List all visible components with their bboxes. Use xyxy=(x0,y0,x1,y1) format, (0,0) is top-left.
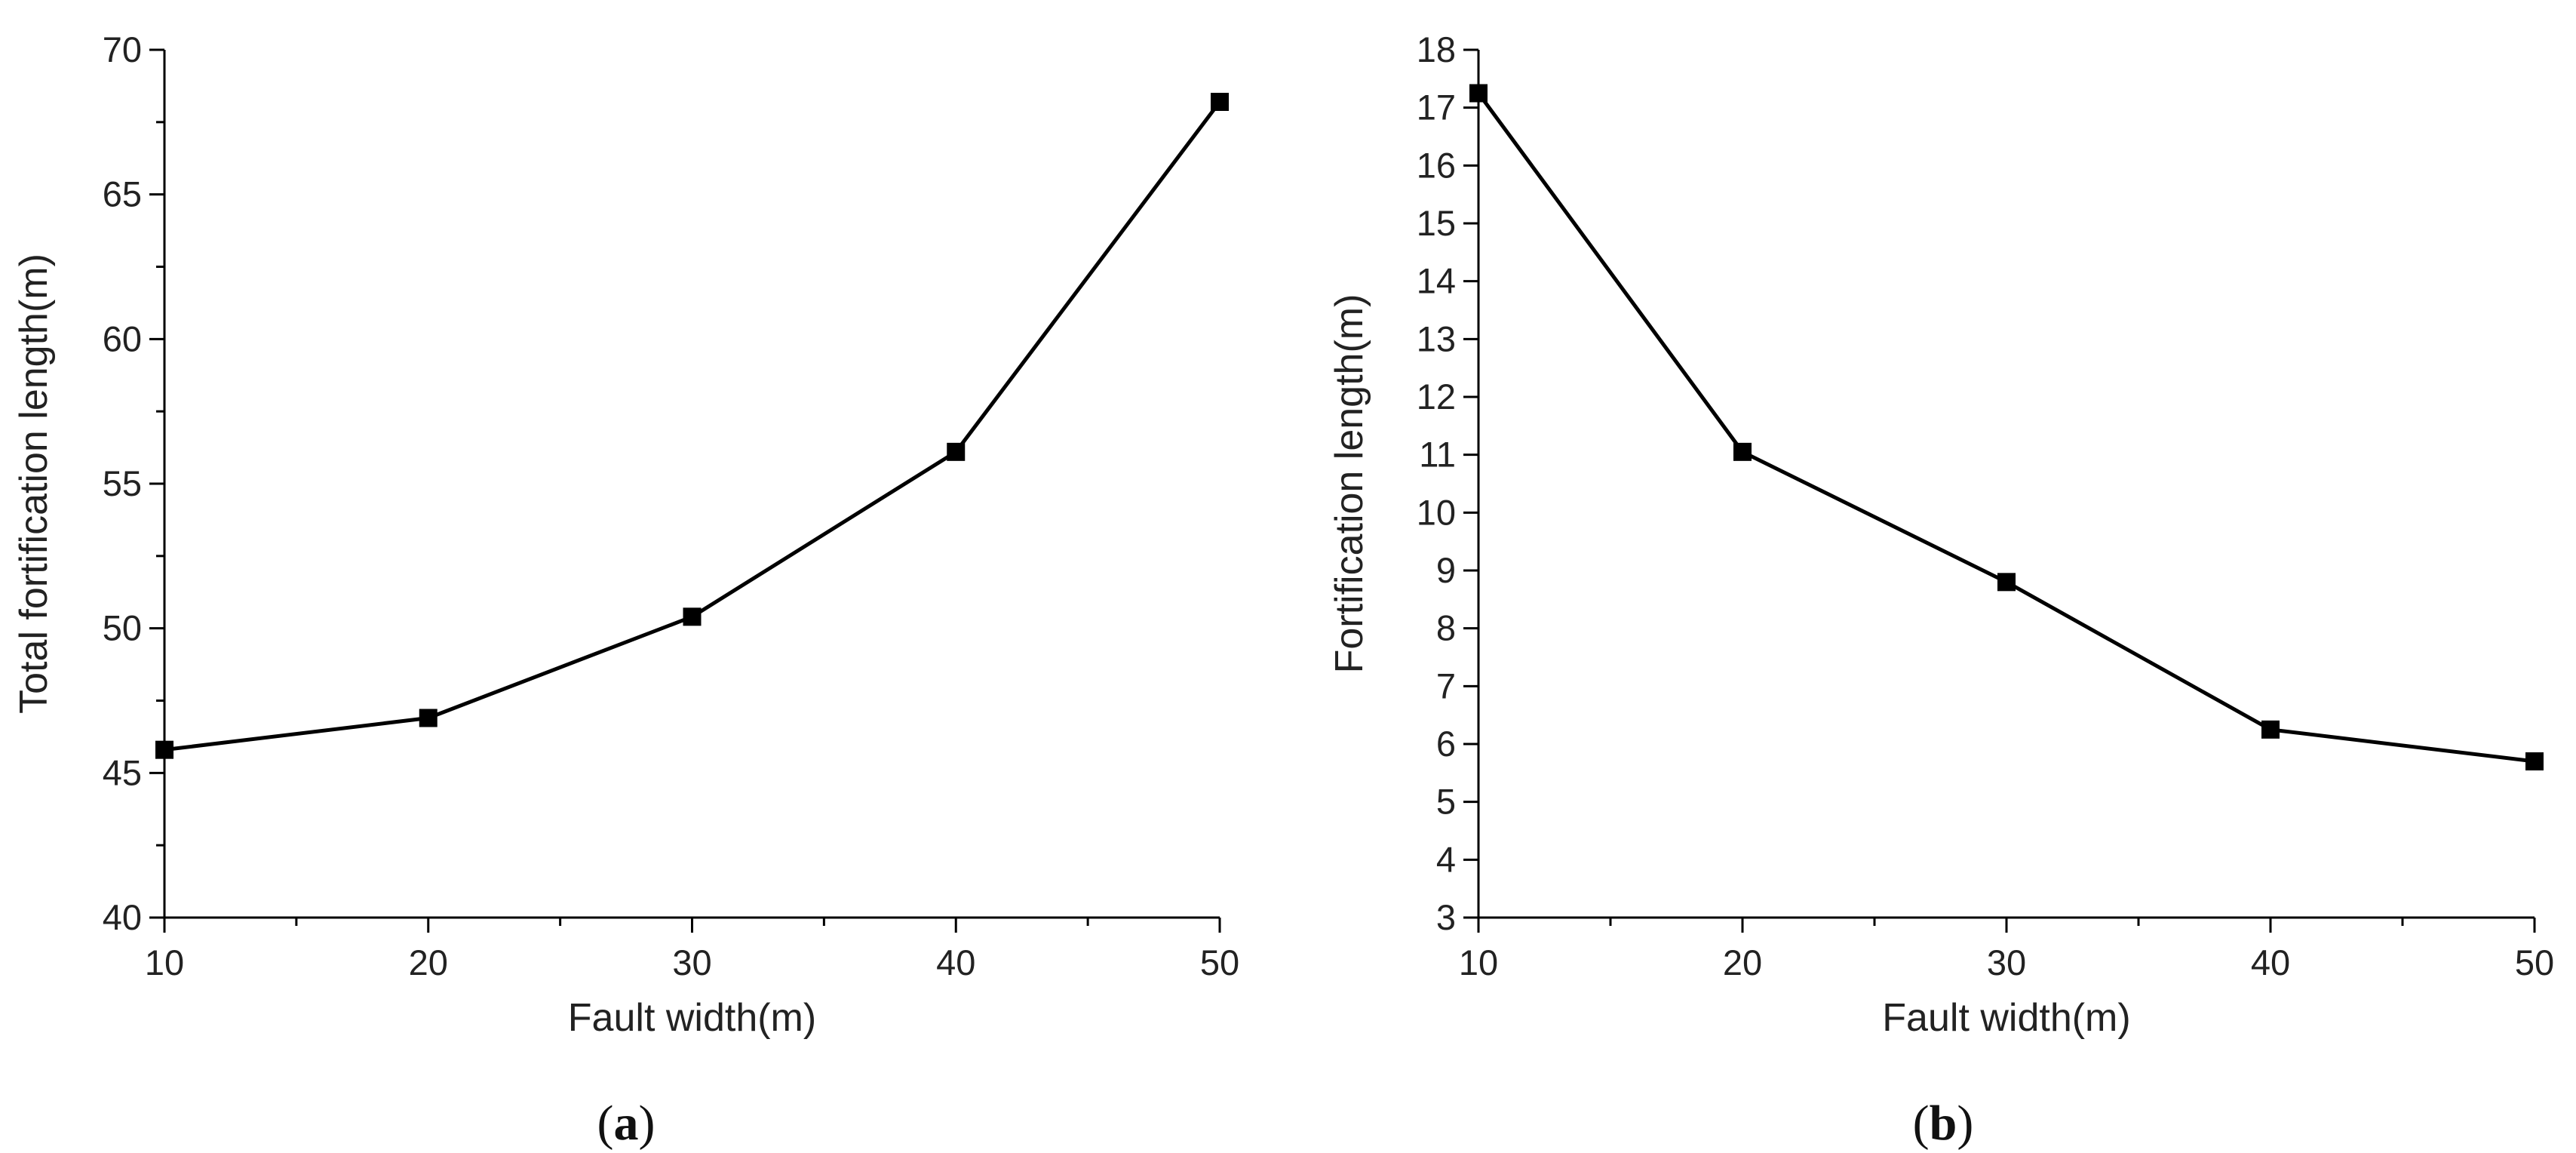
x-tick-label: 30 xyxy=(1987,942,2026,982)
y-tick-label: 55 xyxy=(103,463,142,503)
data-point xyxy=(2525,752,2544,770)
y-tick-label: 5 xyxy=(1436,782,1456,822)
y-tick-label: 18 xyxy=(1417,29,1456,69)
y-tick-label: 11 xyxy=(1419,435,1456,475)
y-tick-label: 70 xyxy=(103,29,142,69)
data-point xyxy=(1469,84,1488,103)
x-tick-label: 10 xyxy=(1459,942,1498,982)
series-line xyxy=(1476,92,2535,764)
y-tick-label: 3 xyxy=(1436,897,1456,937)
x-tick-label: 40 xyxy=(936,942,975,982)
x-tick-label: 20 xyxy=(409,942,448,982)
data-point xyxy=(419,709,438,727)
y-tick-label: 8 xyxy=(1436,608,1456,648)
y-tick-label: 15 xyxy=(1417,203,1456,243)
y-tick-label: 17 xyxy=(1417,88,1456,128)
data-point xyxy=(1997,573,2016,592)
data-point xyxy=(947,442,966,461)
y-tick-label: 60 xyxy=(103,318,142,358)
y-tick-label: 9 xyxy=(1436,550,1456,590)
y-tick-label: 50 xyxy=(103,608,142,648)
x-tick-label: 10 xyxy=(145,942,184,982)
x-tick-label: 50 xyxy=(2515,942,2554,982)
panel-label: (b) xyxy=(1913,1096,1974,1151)
y-tick-label: 14 xyxy=(1417,261,1456,301)
data-point xyxy=(1733,442,1752,461)
chart-panel-b: 10 20 30 40 50 3 4 5 6 7 8 9 10 11 12 13 14 15 16 17 18 Fault… xyxy=(1328,29,2554,1151)
data-point xyxy=(1211,93,1229,111)
chart-panel-a: 10 20 30 40 50 40 45 50 55 60 65 70 Fault width(m) To… xyxy=(12,29,1239,1151)
y-axis-title: Fortification length(m) xyxy=(1328,294,1371,674)
y-tick-label: 6 xyxy=(1436,724,1456,764)
y-tick-label: 7 xyxy=(1436,666,1456,706)
y-tick-label: 45 xyxy=(103,752,142,792)
y-tick-label: 16 xyxy=(1417,145,1456,185)
x-tick-label: 30 xyxy=(672,942,711,982)
y-axis-title: Total fortification length(m) xyxy=(12,254,56,714)
y-tick-label: 65 xyxy=(103,174,142,214)
x-axis-title: Fault width(m) xyxy=(1882,996,2130,1040)
x-tick-label: 50 xyxy=(1200,942,1239,982)
data-point xyxy=(2261,720,2280,739)
x-axis-title: Fault width(m) xyxy=(568,996,816,1040)
y-tick-label: 12 xyxy=(1417,377,1456,417)
data-point xyxy=(683,607,702,626)
x-tick-label: 20 xyxy=(1723,942,1762,982)
data-point xyxy=(155,740,173,759)
x-tick-label: 40 xyxy=(2251,942,2290,982)
y-tick-label: 10 xyxy=(1417,492,1456,532)
y-tick-label: 4 xyxy=(1436,839,1456,879)
y-tick-label: 13 xyxy=(1417,318,1456,358)
series-line xyxy=(164,100,1221,752)
panel-label: (a) xyxy=(597,1096,656,1151)
y-tick-label: 40 xyxy=(103,897,142,937)
